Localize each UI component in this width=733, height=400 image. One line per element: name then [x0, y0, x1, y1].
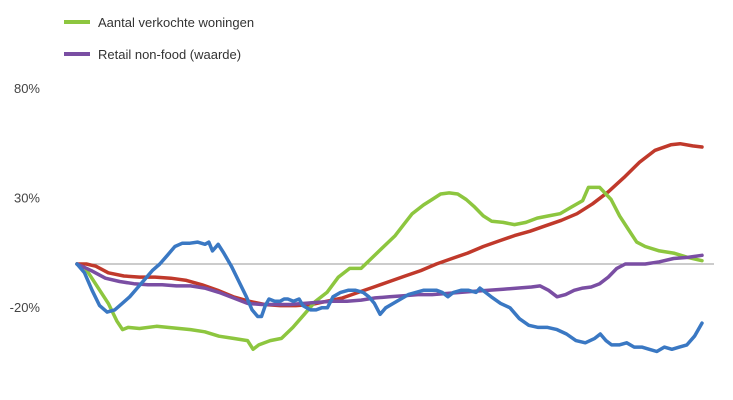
- legend: Aantal verkochte woningen Retail non-food…: [64, 15, 254, 62]
- y-axis: 80% 30% -20%: [10, 81, 714, 315]
- series-line-1: [75, 185, 704, 352]
- legend-label-1: Aantal verkochte woningen: [98, 15, 254, 30]
- y-tick-label: 30%: [14, 190, 40, 205]
- series-line-2: [75, 253, 704, 307]
- y-tick-label: -20%: [10, 300, 41, 315]
- plot-area: [75, 141, 704, 354]
- series-line-3: [75, 240, 704, 354]
- y-tick-label: 80%: [14, 81, 40, 96]
- series-line-0: [75, 141, 704, 308]
- legend-label-2: Retail non-food (waarde): [98, 47, 241, 62]
